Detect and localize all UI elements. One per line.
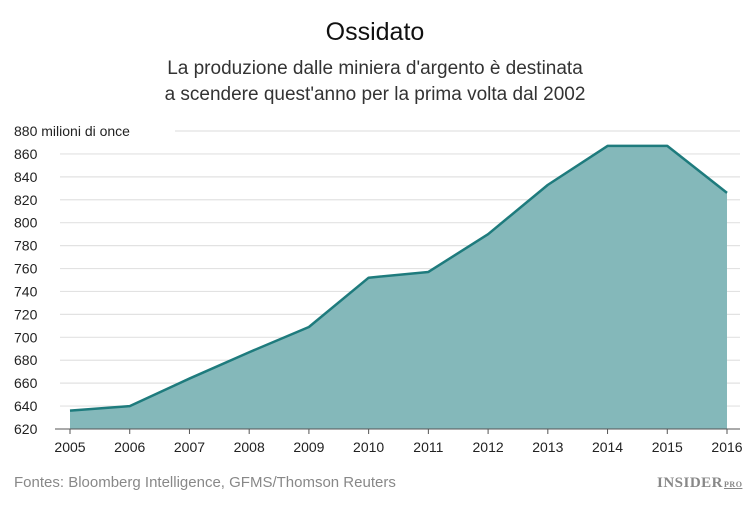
y-tick-label: 620 <box>14 421 38 437</box>
x-tick-label: 2005 <box>54 439 85 455</box>
x-tick-label: 2011 <box>413 439 443 455</box>
chart-subtitle-line-1: La produzione dalle miniera d'argento è … <box>167 58 583 79</box>
x-tick-label: 2015 <box>652 439 683 455</box>
x-tick-label: 2010 <box>353 439 384 455</box>
insider-pro-logo: INSIDERPRO <box>657 475 743 491</box>
chart-title: Ossidato <box>325 18 425 46</box>
x-tick-label: 2012 <box>473 439 504 455</box>
y-tick-label: 680 <box>14 352 38 368</box>
x-tick-label: 2016 <box>711 439 742 455</box>
x-tick-label: 2007 <box>174 439 205 455</box>
y-tick-label: 640 <box>14 398 38 414</box>
y-tick-label: 800 <box>14 215 38 231</box>
x-tick-label: 2014 <box>592 439 623 455</box>
source-note: Fontes: Bloomberg Intelligence, GFMS/Tho… <box>14 474 396 491</box>
y-tick-label: 860 <box>14 146 38 162</box>
area-fill <box>70 145 727 429</box>
y-tick-label: 660 <box>14 375 38 391</box>
x-tick-label: 2013 <box>532 439 563 455</box>
y-tick-label: 740 <box>14 283 38 299</box>
y-tick-label: 720 <box>14 306 38 322</box>
series-line <box>69 144 728 412</box>
y-tick-label: 840 <box>14 169 38 185</box>
x-tick-label: 2006 <box>114 439 145 455</box>
y-tick-label: 700 <box>14 329 38 345</box>
y-tick-label: 760 <box>14 261 38 277</box>
y-tick-label: 880 milioni di once <box>14 123 130 139</box>
y-tick-label: 780 <box>14 238 38 254</box>
x-tick-label: 2008 <box>234 439 265 455</box>
y-tick-label: 820 <box>14 192 38 208</box>
x-tick-label: 2009 <box>293 439 324 455</box>
chart-subtitle-line-2: a scendere quest'anno per la prima volta… <box>164 84 586 105</box>
